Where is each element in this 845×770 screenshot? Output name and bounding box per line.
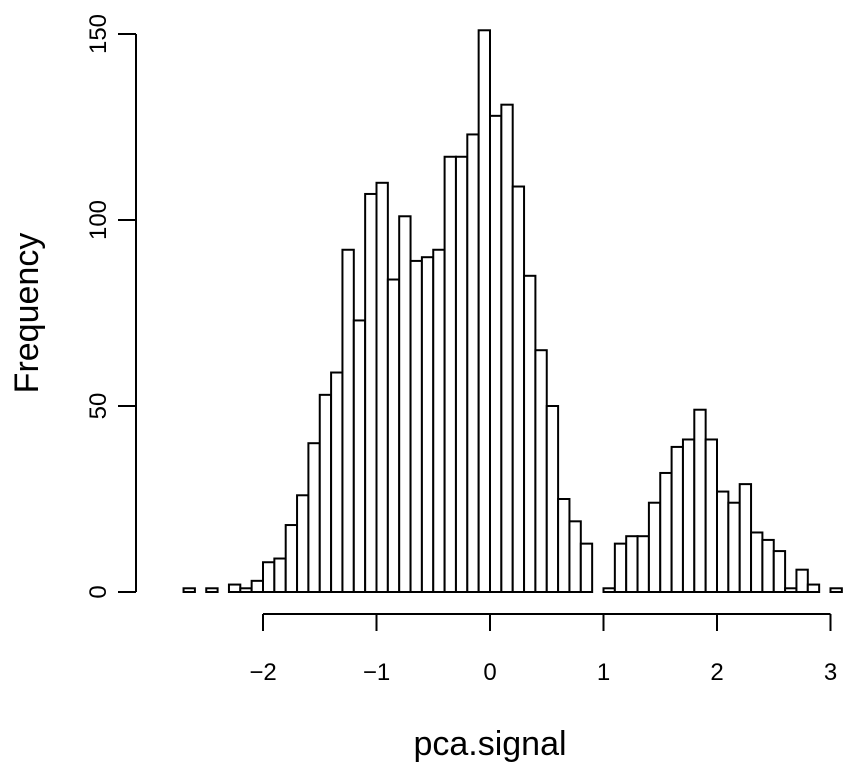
histogram-bar <box>398 215 412 593</box>
histogram-bar <box>443 155 457 593</box>
histogram-bar <box>738 483 753 593</box>
histogram-bar <box>670 445 684 594</box>
histogram-bar <box>466 133 480 593</box>
histogram-bar <box>454 155 469 593</box>
histogram-bar <box>545 405 560 593</box>
x-axis-title: pca.signal <box>413 725 566 763</box>
histogram-bar <box>318 393 333 593</box>
histogram-bar <box>772 550 787 594</box>
y-tick-label: 100 <box>85 200 112 240</box>
histogram-bar <box>761 538 775 593</box>
histogram-bar <box>511 185 526 594</box>
histogram-bar <box>568 520 582 594</box>
x-tick-label: 0 <box>483 659 496 686</box>
histogram-bar <box>625 535 639 594</box>
histogram-bar <box>806 583 821 593</box>
histogram-bar <box>795 568 809 593</box>
histogram-bar <box>341 248 355 593</box>
histogram-bar <box>262 561 276 593</box>
histogram-bar <box>227 583 242 593</box>
histogram-bar <box>205 587 219 594</box>
histogram-bar <box>364 192 378 594</box>
histogram-bar <box>659 471 673 593</box>
x-tick-label: −1 <box>363 659 390 686</box>
x-tick-label: 2 <box>710 659 723 686</box>
histogram-bar <box>307 442 321 594</box>
histogram-bar <box>432 248 446 593</box>
histogram-bar <box>750 531 764 593</box>
histogram-bar <box>704 438 719 594</box>
x-tick-label: −2 <box>249 659 276 686</box>
histogram-bar <box>477 29 491 593</box>
histogram-bar <box>375 181 389 594</box>
histogram-bar <box>534 349 548 594</box>
histogram-bar <box>579 542 594 594</box>
histogram-bar <box>250 579 264 594</box>
histogram-bar <box>273 557 287 594</box>
histogram-bar <box>523 274 537 593</box>
y-axis-title: Frequency <box>8 233 46 394</box>
y-tick-label: 150 <box>85 14 112 54</box>
histogram-bar <box>647 501 662 593</box>
histogram-bar <box>239 587 253 594</box>
histogram-bar <box>557 498 571 593</box>
histogram-bar <box>613 542 628 594</box>
histogram-bar <box>284 524 299 593</box>
y-tick-label: 50 <box>85 393 112 420</box>
histogram-bar <box>330 371 344 593</box>
bars-group <box>182 29 843 594</box>
y-tick-label: 0 <box>85 585 112 598</box>
x-ticks-group: −2 −1 0 1 2 3 <box>249 614 837 686</box>
x-tick-label: 1 <box>597 659 610 686</box>
histogram-bar <box>386 278 401 593</box>
histogram-bar <box>409 259 423 593</box>
histogram-bar <box>296 494 310 593</box>
histogram-bar <box>829 587 843 594</box>
histogram-bar <box>489 114 503 593</box>
histogram-bar <box>420 256 435 593</box>
histogram-bar <box>784 587 798 594</box>
histogram-bar <box>681 438 696 594</box>
histogram-bar <box>727 501 741 593</box>
histogram-bar <box>636 535 650 594</box>
histogram-bar <box>693 408 707 593</box>
y-ticks-group: 0 50 100 150 <box>85 14 136 599</box>
histogram-bar <box>182 587 196 594</box>
histogram-bar <box>352 319 367 593</box>
histogram-bar <box>500 103 514 594</box>
histogram-bar <box>716 490 730 593</box>
x-tick-label: 3 <box>824 659 837 686</box>
histogram-bar <box>602 587 616 594</box>
